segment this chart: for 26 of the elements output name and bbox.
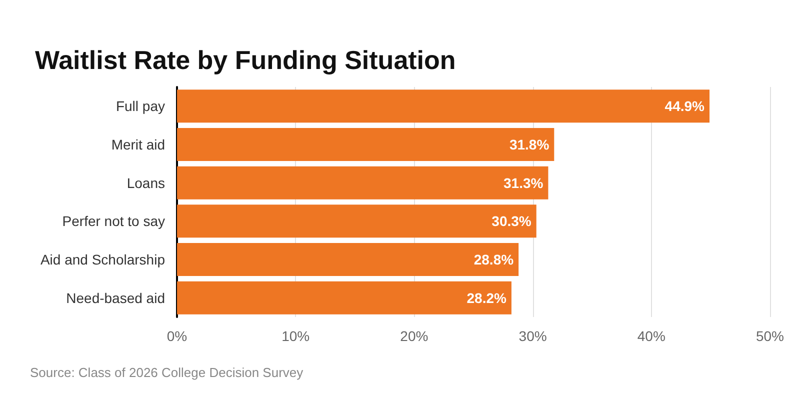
x-tick-label: 40% (637, 328, 666, 344)
data-label: 28.8% (474, 252, 514, 268)
y-tick-label: Need-based aid (66, 290, 165, 306)
data-label: 31.8% (509, 136, 550, 152)
data-label: 30.3% (492, 213, 532, 230)
x-tick-label: 0% (166, 328, 188, 344)
y-tick-label: Loans (126, 174, 165, 191)
y-tick-label: Full pay (116, 98, 165, 114)
x-tick-label: 20% (400, 328, 428, 344)
bar (177, 128, 554, 161)
data-label: 31.3% (504, 174, 544, 191)
y-tick-label: Merit aid (111, 136, 165, 152)
data-label: 28.2% (466, 290, 507, 306)
bar (177, 243, 519, 276)
source-note: Source: Class of 2026 College Decision Survey (30, 365, 304, 380)
x-tick-label: 10% (282, 328, 310, 344)
bar (177, 90, 710, 123)
bar (177, 204, 536, 238)
data-label: 44.9% (664, 98, 706, 114)
y-tick-label: Perfer not to say (62, 213, 165, 230)
bar (177, 166, 548, 200)
bar (177, 281, 512, 314)
x-tick-label: 50% (756, 328, 784, 344)
chart-title: Waitlist Rate by Funding Situation (35, 45, 456, 75)
x-tick-label: 30% (518, 328, 547, 344)
y-tick-label: Aid and Scholarship (40, 252, 166, 268)
